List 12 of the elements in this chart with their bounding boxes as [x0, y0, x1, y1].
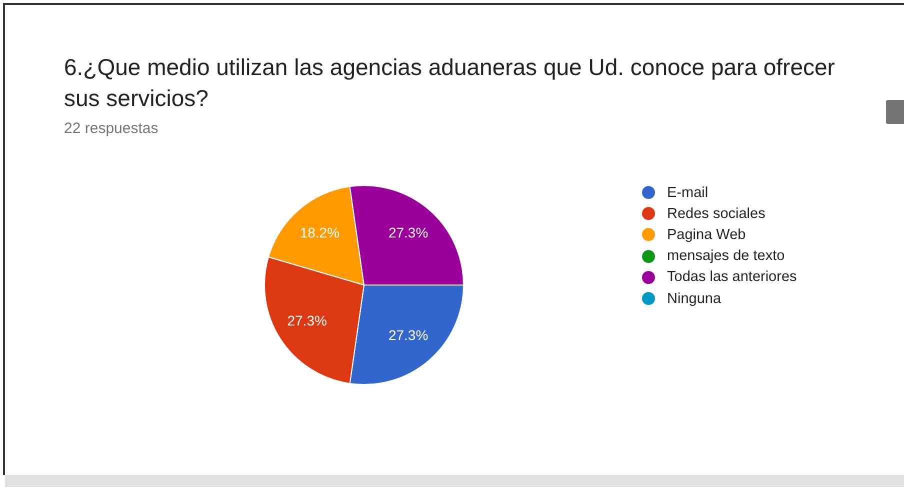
legend-label: E-mail [667, 184, 708, 201]
chart-title: 6.¿Que medio utilizan las agencias aduaneras que Ud. conoce para ofrecer sus servicios? [64, 53, 836, 113]
data-label: 27.3% [287, 312, 327, 328]
legend-label: Ninguna [667, 290, 722, 307]
legend-label: mensajes de texto [667, 248, 785, 264]
text: 22 respuestas [64, 120, 158, 137]
legend-label: Pagina Web [667, 226, 746, 243]
legend-label: Todas las anteriores [667, 269, 797, 286]
data-label: 18.2% [300, 224, 340, 241]
data-label: 27.3% [388, 224, 428, 241]
data-label: 27.3% [388, 326, 428, 343]
legend-label: Redes sociales [667, 206, 766, 222]
